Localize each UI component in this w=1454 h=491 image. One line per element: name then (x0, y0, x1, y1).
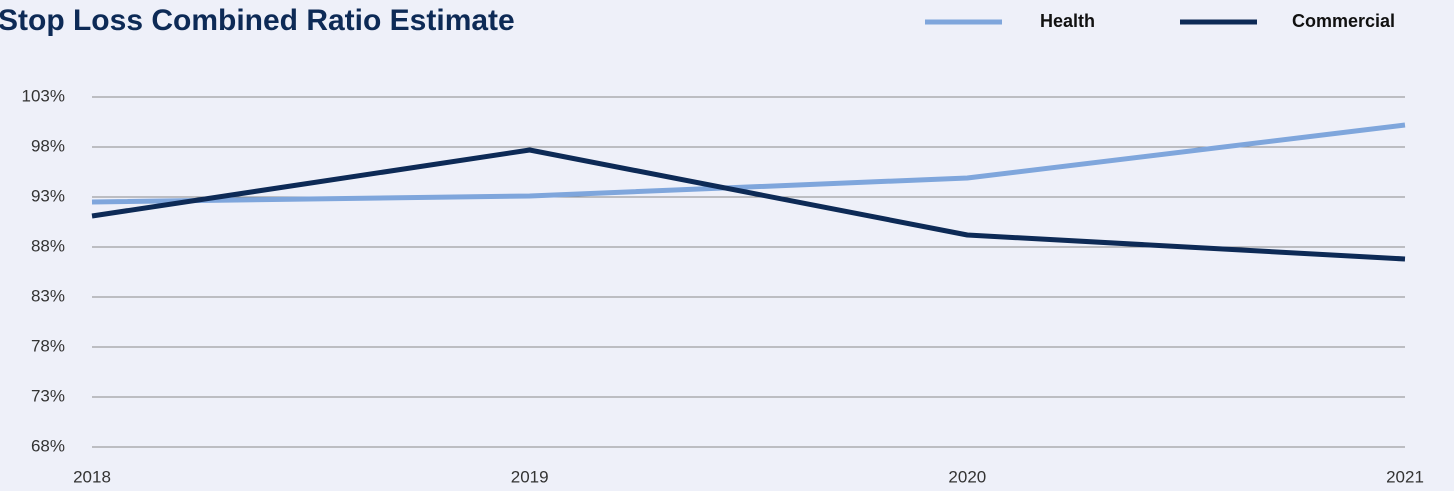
y-tick-label: 73% (31, 386, 65, 405)
y-tick-label: 98% (31, 136, 65, 155)
y-tick-label: 93% (31, 186, 65, 205)
x-tick-label: 2018 (73, 467, 111, 486)
y-tick-label: 78% (31, 336, 65, 355)
chart-title: Stop Loss Combined Ratio Estimate (0, 4, 515, 37)
y-tick-label: 103% (22, 86, 65, 105)
line (91, 147, 1406, 262)
y-tick-label: 88% (31, 236, 65, 255)
x-tick-label: 2020 (948, 467, 986, 486)
legend-label: Commercial (1292, 11, 1395, 31)
y-tick-label: 68% (31, 436, 65, 455)
x-tick-label: 2019 (511, 467, 549, 486)
legend-label: Health (1040, 11, 1095, 31)
y-tick-label: 83% (31, 286, 65, 305)
x-tick-label: 2021 (1386, 467, 1424, 486)
line (91, 122, 1406, 205)
